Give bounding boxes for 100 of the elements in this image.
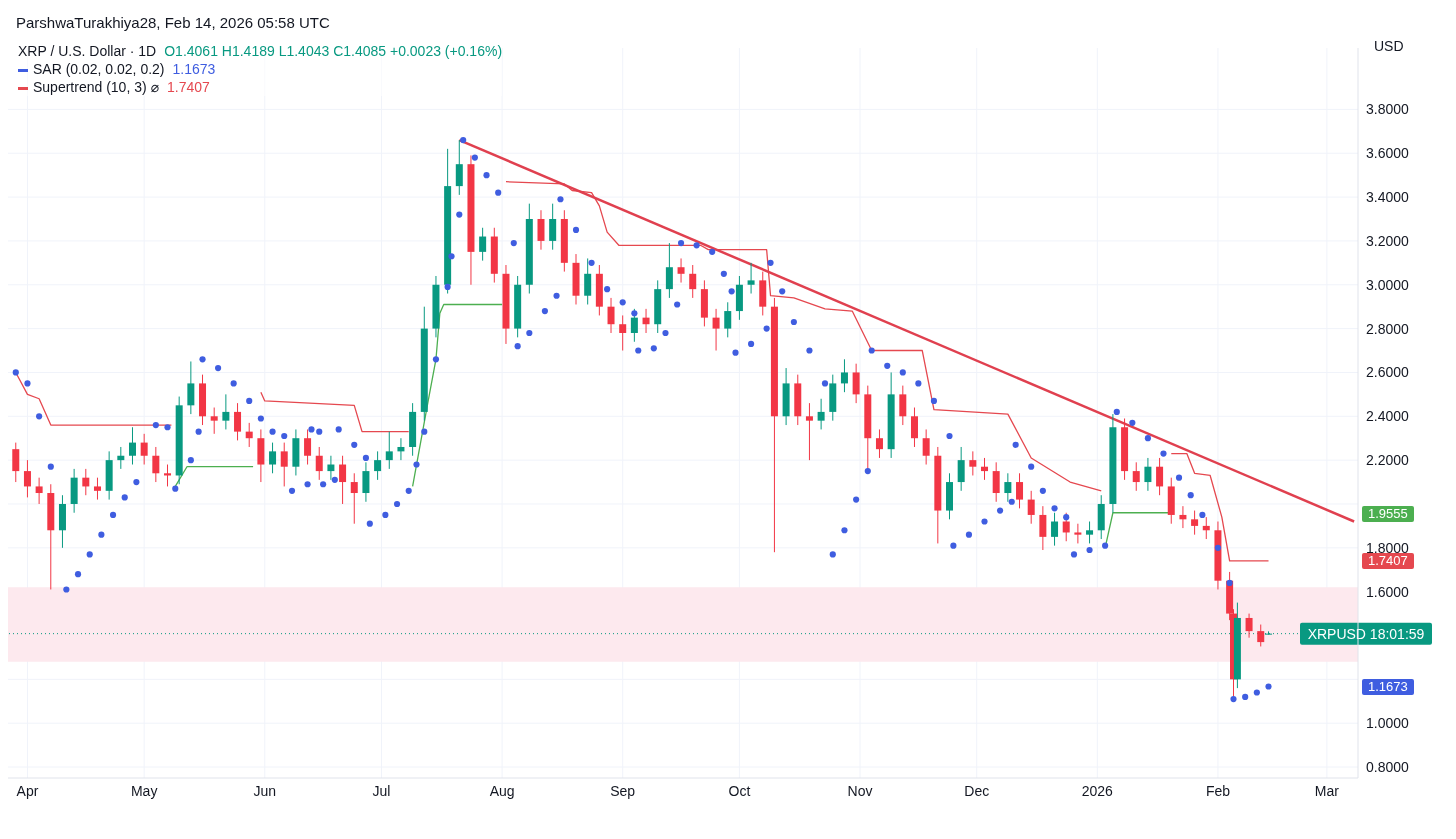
candlestick (362, 461, 370, 503)
candlestick (1062, 512, 1070, 542)
candlestick (922, 428, 930, 466)
candlestick (817, 398, 825, 430)
x-tick-label: Oct (728, 782, 751, 799)
candlestick (969, 450, 977, 476)
candlestick (805, 402, 813, 461)
candlestick (385, 431, 393, 470)
candlestick (280, 442, 288, 487)
text: 1.1673 (1362, 678, 1414, 695)
y-tick-label: 3.8000 (1366, 101, 1410, 118)
candlestick (129, 426, 136, 466)
x-tick-label: Mar (1314, 782, 1340, 799)
candlestick (899, 385, 907, 426)
candlestick (152, 446, 160, 483)
x-tick-label: Aug (489, 782, 515, 799)
candlestick (374, 450, 382, 481)
candlestick (677, 257, 685, 284)
candlestick (1074, 523, 1082, 544)
candlestick (1179, 505, 1187, 529)
candlestick (164, 464, 172, 487)
candlestick (245, 422, 253, 448)
candlestick (1202, 516, 1210, 540)
y-tick-label: 2.2000 (1366, 452, 1410, 469)
candlestick (1086, 521, 1094, 544)
candlestick (12, 442, 20, 483)
candlestick (630, 308, 638, 343)
text: 1.7407 (1362, 552, 1414, 569)
candlestick (619, 314, 627, 352)
candlestick (23, 459, 31, 498)
x-tick-label: Sep (610, 782, 636, 799)
candlestick (1027, 490, 1035, 525)
x-tick-label: Apr (16, 782, 39, 799)
candlestick (1245, 613, 1253, 639)
candlestick (397, 437, 405, 461)
candlestick (93, 477, 101, 501)
candlestick (1016, 472, 1024, 509)
chart-title: XRP / U.S. Dollar · 1D (18, 43, 157, 59)
y-tick-label: 3.2000 (1366, 232, 1410, 249)
candlestick (957, 446, 965, 492)
x-tick-label: Jul (372, 782, 391, 799)
text: ParshwaTurakhiya28, Feb 14, 2026 05:58 UTC (16, 14, 330, 31)
x-tick-label: Dec (964, 782, 990, 799)
candlestick (642, 308, 650, 334)
candlestick (1257, 624, 1265, 647)
candlestick (981, 457, 989, 481)
candlestick (724, 301, 732, 338)
x-tick-label: May (130, 782, 158, 799)
annotation: 1.7407 (166, 79, 210, 95)
y-tick-label: 2.8000 (1366, 320, 1410, 337)
chart-subtitle: O1.4061 H1.4189 L1.4043 C1.4085 +0.0023 (+0.16%) (164, 43, 503, 59)
y-tick-label: 3.4000 (1366, 189, 1410, 206)
candlestick (35, 477, 43, 505)
candlestick (479, 227, 487, 262)
y-tick-label: 1.0000 (1366, 715, 1410, 732)
candlestick (1051, 512, 1059, 547)
annotation: 1.1673 (172, 61, 216, 77)
candlestick (1144, 457, 1152, 492)
candlestick (712, 308, 720, 352)
candlestick (1191, 510, 1199, 536)
candlestick (315, 446, 323, 481)
candlestick (549, 203, 557, 251)
candlestick (875, 428, 883, 459)
candlestick (269, 442, 277, 474)
candlestick (140, 433, 148, 466)
y-tick-label: 1.6000 (1366, 583, 1410, 600)
legend-label: SAR (0.02, 0.02, 0.2) (33, 61, 165, 77)
y-tick-label: 3.0000 (1366, 276, 1410, 293)
candlestick (840, 358, 848, 393)
candlestick (234, 402, 242, 441)
candlestick (1039, 505, 1047, 551)
y-tick-label: 0.8000 (1366, 759, 1410, 776)
candlestick (537, 209, 545, 251)
y-axis-title: USD (1374, 38, 1404, 54)
candlestick (689, 264, 697, 299)
candlestick (607, 297, 615, 334)
candlestick (82, 468, 90, 496)
candlestick (1156, 457, 1164, 496)
y-tick-label: 3.6000 (1366, 145, 1410, 162)
y-tick-label: 2.4000 (1366, 408, 1410, 425)
candlestick (852, 363, 860, 404)
text: 1.9555 (1362, 505, 1414, 522)
candlestick (339, 455, 347, 505)
candlestick (187, 360, 195, 415)
x-tick-label: Nov (847, 782, 873, 799)
candlestick (747, 262, 755, 295)
candlestick (210, 407, 218, 435)
candlestick (992, 461, 1000, 503)
candlestick (1132, 461, 1140, 492)
candlestick (117, 446, 125, 470)
x-tick-label: 2026 (1081, 782, 1114, 799)
x-tick-label: Feb (1205, 782, 1231, 799)
x-tick-label: Jun (253, 782, 277, 799)
legend-label: Supertrend (10, 3) ⌀ (33, 79, 159, 95)
candlestick (910, 407, 918, 448)
candlestick (222, 393, 230, 430)
candlestick (350, 472, 358, 525)
candlestick (665, 242, 673, 299)
y-tick-label: 2.6000 (1366, 364, 1410, 381)
ref-line-label: XRPUSD 18:01:59 (1307, 625, 1425, 642)
